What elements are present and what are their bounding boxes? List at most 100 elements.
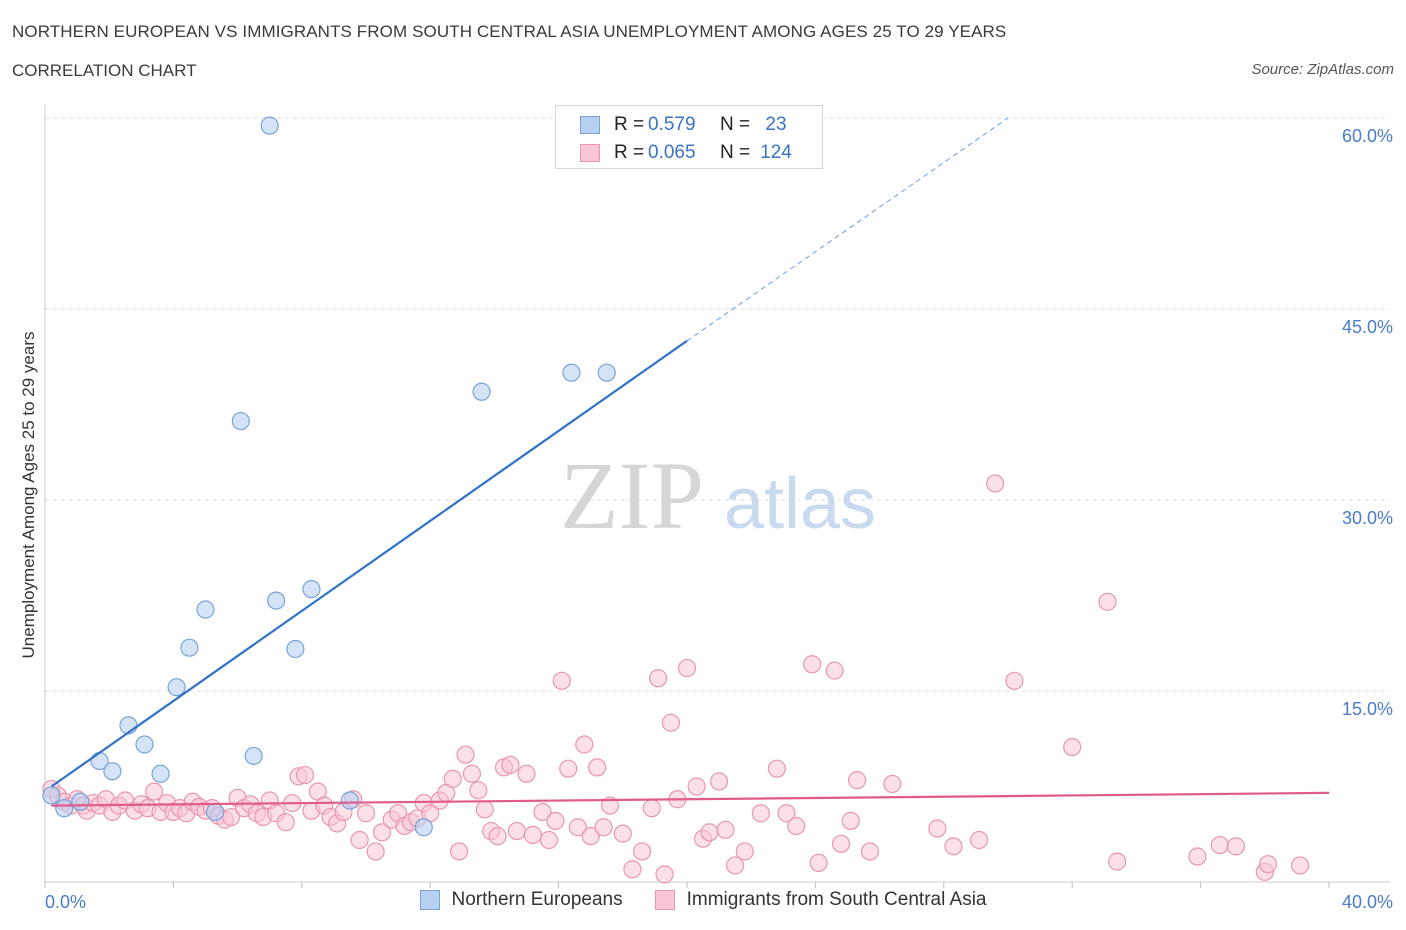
n-label: N =	[720, 142, 751, 163]
data-point-immigrants	[295, 765, 315, 785]
data-point-immigrants	[366, 842, 385, 861]
data-point-immigrants	[559, 759, 578, 778]
data-point-northern-europeans	[414, 818, 433, 837]
data-point-immigrants	[507, 821, 526, 841]
n-value: 23	[765, 114, 787, 135]
data-point-northern-europeans	[42, 786, 61, 805]
data-point-northern-europeans	[151, 764, 170, 783]
data-point-immigrants	[655, 865, 674, 884]
data-point-immigrants	[848, 771, 867, 790]
data-point-immigrants	[735, 842, 754, 861]
data-point-northern-europeans	[562, 363, 581, 382]
data-point-northern-europeans	[231, 411, 250, 431]
legend-item-immigrants-south-central-asia[interactable]: Immigrants from South Central Asia	[654, 889, 987, 911]
series-legend: Northern Europeans Immigrants from South…	[0, 889, 1406, 911]
data-point-immigrants	[456, 745, 475, 764]
data-point-northern-europeans	[135, 735, 154, 754]
data-point-immigrants	[539, 830, 559, 850]
r-label: R =	[614, 142, 645, 163]
data-point-northern-europeans	[340, 791, 360, 810]
trend-line-northern-europeans	[50, 339, 688, 788]
data-point-immigrants	[1226, 837, 1246, 856]
blue-series-points	[42, 116, 616, 837]
data-point-immigrants	[145, 782, 164, 801]
data-point-immigrants	[1210, 835, 1229, 855]
data-point-immigrants	[831, 834, 851, 853]
data-point-immigrants	[809, 853, 828, 873]
trend-line-immigrants	[51, 791, 1330, 807]
data-point-immigrants	[449, 842, 469, 861]
data-point-immigrants	[841, 811, 860, 830]
data-point-immigrants	[475, 800, 494, 819]
n-label: N =	[720, 114, 751, 135]
data-point-immigrants	[632, 842, 652, 861]
data-point-immigrants	[677, 658, 697, 678]
n-value: 124	[760, 142, 792, 163]
data-point-northern-europeans	[286, 639, 305, 659]
data-point-northern-europeans	[597, 363, 616, 382]
data-point-northern-europeans	[302, 580, 321, 599]
data-point-immigrants	[825, 661, 844, 680]
data-point-immigrants	[575, 735, 594, 754]
data-point-northern-europeans	[472, 382, 491, 401]
data-point-immigrants	[600, 796, 620, 815]
data-point-northern-europeans	[244, 746, 263, 766]
data-point-northern-europeans	[260, 116, 279, 135]
data-point-immigrants	[700, 823, 719, 842]
data-point-immigrants	[1291, 856, 1310, 875]
data-point-northern-europeans	[103, 762, 122, 781]
data-point-immigrants	[623, 860, 642, 879]
blue-swatch	[419, 890, 440, 910]
y-tick-label: 15.0%	[1342, 699, 1393, 719]
data-point-immigrants	[568, 818, 587, 837]
data-point-immigrants	[1005, 671, 1024, 690]
data-point-immigrants	[276, 813, 295, 832]
trend-extension-northern-europeans	[686, 117, 1009, 342]
data-point-immigrants	[372, 823, 392, 842]
data-point-immigrants	[1098, 592, 1117, 611]
legend-item-northern-europeans[interactable]: Northern Europeans	[419, 889, 623, 911]
data-point-immigrants	[546, 811, 565, 830]
data-point-immigrants	[501, 755, 520, 774]
data-point-immigrants	[716, 820, 735, 839]
pink-series-points	[42, 474, 1310, 884]
data-point-immigrants	[642, 799, 661, 818]
data-point-immigrants	[588, 758, 607, 777]
data-point-immigrants	[1188, 847, 1207, 866]
data-point-immigrants	[462, 764, 482, 783]
data-point-immigrants	[443, 769, 462, 788]
r-label: R =	[614, 114, 645, 135]
r-value: 0.579	[648, 114, 696, 135]
data-point-immigrants	[533, 802, 552, 822]
data-point-northern-europeans	[180, 638, 199, 657]
data-point-immigrants	[469, 781, 488, 800]
data-point-immigrants	[1108, 852, 1127, 871]
stats-row-blue: R = 0.579 N = 23	[580, 112, 796, 138]
pink-swatch	[580, 144, 600, 162]
stats-legend: R = 0.579 N = 23 R = 0.065 N = 124	[555, 105, 823, 169]
pink-swatch	[654, 890, 675, 910]
watermark: ZIP atlas	[560, 442, 876, 549]
x-tick-label: 0.0%	[45, 892, 86, 912]
data-point-immigrants	[860, 842, 880, 861]
data-point-immigrants	[928, 819, 947, 838]
data-point-immigrants	[777, 804, 796, 823]
data-point-immigrants	[687, 777, 706, 796]
r-value: 0.065	[648, 142, 696, 163]
data-point-immigrants	[523, 825, 543, 844]
data-point-immigrants	[552, 671, 571, 690]
data-point-immigrants	[726, 856, 745, 875]
data-point-immigrants	[350, 830, 369, 850]
tick-labels: 15.0% 30.0% 45.0% 60.0% 0.0% 40.0%	[45, 126, 1393, 912]
data-point-immigrants	[581, 827, 600, 846]
data-point-northern-europeans	[167, 678, 186, 697]
legend-label: Immigrants from South Central Asia	[686, 889, 987, 910]
data-point-northern-europeans	[71, 792, 90, 811]
data-point-immigrants	[594, 818, 613, 837]
data-point-northern-europeans	[55, 799, 74, 818]
y-tick-label: 30.0%	[1342, 508, 1393, 528]
data-point-immigrants	[883, 774, 902, 794]
data-point-immigrants	[488, 827, 507, 846]
watermark-atlas: atlas	[724, 464, 876, 544]
